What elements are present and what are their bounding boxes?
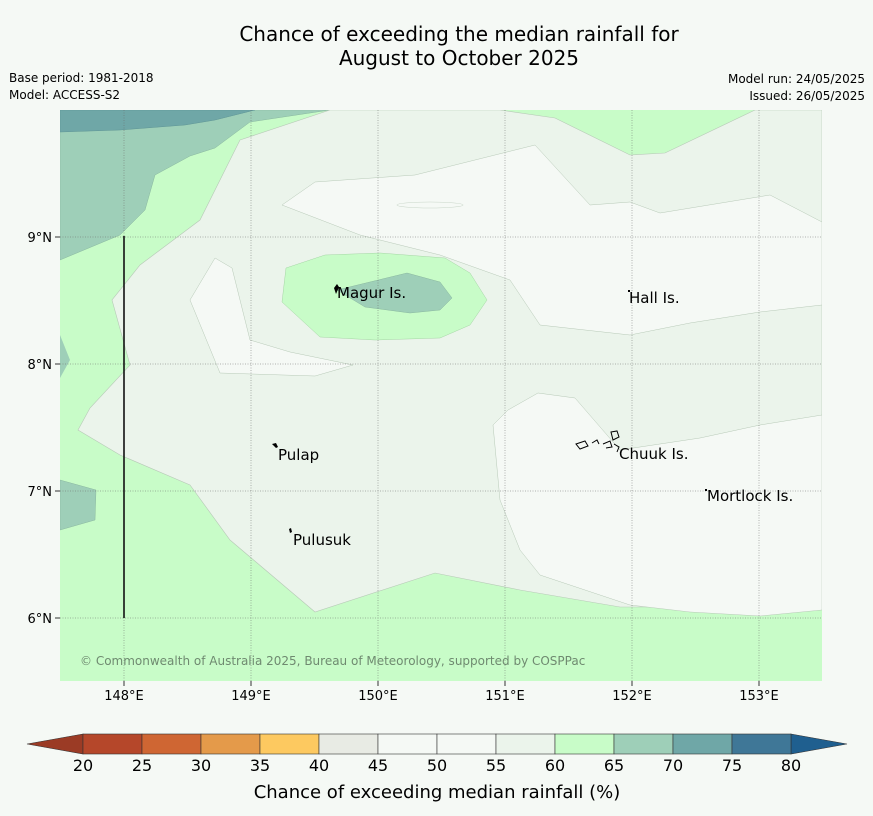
island-shape-mortlock [705,489,707,491]
map-title: Chance of exceeding the median rainfall … [0,22,873,70]
longitude-axis: 148°E 149°E 150°E 151°E 152°E 153°E [104,681,779,704]
colorbar-segment [377,733,438,755]
colorbar-segment [200,733,261,755]
contour-65-70-west [60,335,70,378]
lon-label-153e: 153°E [739,689,779,704]
chuuk-outline-5 [613,443,620,453]
lon-label-152e: 152°E [612,689,652,704]
island-label-hall: Hall Is. [629,289,680,307]
colorbar-segment [259,733,320,755]
colorbar-tick-label: 30 [191,756,211,775]
colorbar-segment [141,733,202,755]
contour-70-75-northwest [60,110,256,133]
chuuk-outline-1 [575,440,589,450]
colorbar-tick-label: 75 [722,756,742,775]
lat-label-7n: 7°N [28,485,53,500]
island-shape-chuuk [575,430,620,453]
colorbar-segment [613,733,674,755]
copyright-text: © Commonwealth of Australia 2025, Bureau… [80,654,585,668]
island-label-pulusuk: Pulusuk [293,531,351,549]
colorbar: 20 25 30 35 40 45 50 55 60 65 70 75 80 Chance of exc… [26,733,848,803]
title-line-1: Chance of exceeding the median rainfall … [239,22,679,46]
colorbar-segment [82,733,143,755]
chuuk-outline-4 [610,430,620,441]
chuuk-outline-3 [602,440,613,449]
island-shapes [272,284,707,533]
colorbar-tick-label: 70 [663,756,683,775]
colorbar-tick-label: 45 [368,756,388,775]
title-line-2: August to October 2025 [338,46,580,70]
meta-left: Base period: 1981-2018 Model: ACCESS-S2 [9,70,154,104]
colorbar-tick-label: 60 [545,756,565,775]
colorbar-tick-label: 50 [427,756,447,775]
colorbar-segment [554,733,615,755]
chuuk-outline-2 [591,439,600,445]
contour-65-70-northwest [60,110,331,261]
colorbar-segments [82,733,792,755]
island-label-magur: Magur Is. [337,284,406,302]
colorbar-tick-label: 25 [132,756,152,775]
contour-small-ellipse [396,201,464,209]
contour-65-70-magur [336,272,453,314]
meta-right: Model run: 24/05/2025 Issued: 26/05/2025 [728,71,865,105]
colorbar-tick-label: 35 [250,756,270,775]
colorbar-segment [318,733,379,755]
colorbar-over-arrow [790,733,848,755]
colorbar-title: Chance of exceeding median rainfall (%) [254,782,621,803]
island-label-chuuk: Chuuk Is. [619,445,688,463]
island-shape-pulap [272,443,278,448]
rainfall-contours [60,110,822,681]
issued-text: Issued: 26/05/2025 [749,89,865,103]
island-label-mortlock: Mortlock Is. [707,487,793,505]
lat-label-6n: 6°N [28,612,53,627]
colorbar-segment [672,733,733,755]
colorbar-tick-label: 80 [781,756,801,775]
colorbar-segment [495,733,556,755]
island-shape-pulusuk [289,528,292,533]
island-shape-hall [628,290,630,292]
contour-50-55-north [281,144,822,336]
island-shape-magur [334,284,339,294]
base-period-text: Base period: 1981-2018 [9,71,154,85]
lat-label-8n: 8°N [28,358,53,373]
model-text: Model: ACCESS-S2 [9,88,121,102]
latitude-axis: 9°N 8°N 7°N 6°N [28,231,60,627]
lon-label-150e: 150°E [358,689,398,704]
lon-label-149e: 149°E [231,689,271,704]
island-label-pulap: Pulap [278,446,319,464]
colorbar-ticks: 20 25 30 35 40 45 50 55 60 65 70 75 80 [73,756,801,775]
model-run-text: Model run: 24/05/2025 [727,72,865,86]
colorbar-tick-label: 40 [309,756,329,775]
lat-label-9n: 9°N [28,231,53,246]
colorbar-tick-label: 55 [486,756,506,775]
contour-50-55-west [189,257,354,377]
colorbar-tick-label: 65 [604,756,624,775]
contour-65-70-southwest [60,479,97,531]
contour-50-55-southeast [492,392,822,617]
colorbar-tick-label: 20 [73,756,93,775]
lon-label-151e: 151°E [485,689,525,704]
colorbar-segment [436,733,497,755]
colorbar-under-arrow [26,733,84,755]
colorbar-segment [731,733,792,755]
lon-label-148e: 148°E [104,689,144,704]
